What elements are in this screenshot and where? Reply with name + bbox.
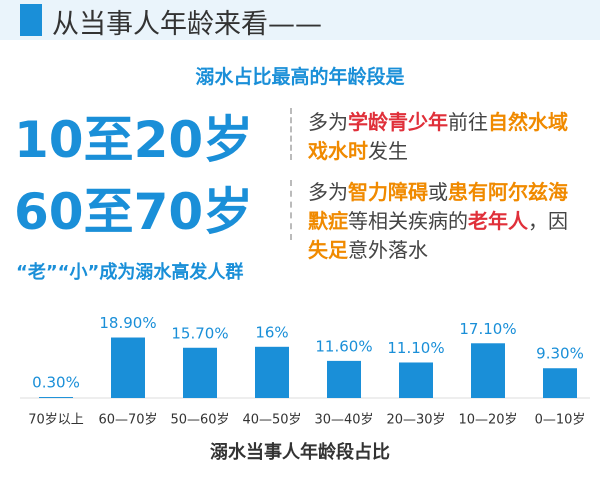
bar [543, 368, 577, 398]
bar [327, 360, 361, 398]
description-segment: 多为 [308, 180, 348, 204]
bar [39, 397, 73, 398]
x-tick-label: 10—20岁 [458, 413, 517, 428]
x-tick-label: 50—60岁 [170, 413, 229, 428]
description-segment: 失足 [308, 238, 348, 262]
bar [399, 362, 433, 398]
header-band [0, 0, 600, 40]
value-label: 9.30% [536, 345, 584, 363]
age-range: 60至70岁 [14, 183, 254, 241]
description-segment: 意外落水 [348, 238, 428, 262]
description-segment: 患有阿尔兹海默症 [308, 180, 568, 233]
value-label: 11.10% [387, 339, 444, 357]
header-marker [20, 4, 42, 36]
x-tick-label: 30—40岁 [314, 413, 373, 428]
x-tick-label: 60—70岁 [98, 413, 157, 428]
age-range: 10至20岁 [14, 111, 254, 169]
value-label: 15.70% [171, 324, 228, 342]
x-axis-title: 溺水当事人年龄段占比 [210, 441, 390, 463]
description-segment: 发生 [368, 139, 408, 163]
value-label: 17.10% [459, 320, 516, 338]
description: 多为智力障碍或患有阿尔兹海默症等相关疾病的老年人，因失足意外落水 [308, 178, 578, 265]
x-tick-label: 40—50岁 [242, 413, 301, 428]
description-segment: ，因 [528, 209, 568, 233]
description-segment: 学龄青少年 [348, 110, 448, 134]
value-label: 11.60% [315, 337, 372, 355]
description-segment: 前往 [448, 110, 488, 134]
description-segment: 多为 [308, 110, 348, 134]
bar [183, 347, 217, 398]
bar [471, 343, 505, 398]
description-segment: 自然水域戏水时 [308, 110, 568, 163]
description-segment: 老年人 [468, 209, 528, 233]
value-label: 18.90% [99, 314, 156, 332]
description-segment: 或 [428, 180, 448, 204]
value-label: 0.30% [32, 374, 80, 392]
bar [255, 346, 289, 398]
x-tick-label: 20—30岁 [386, 413, 445, 428]
description: 多为学龄青少年前往自然水域戏水时发生 [308, 108, 578, 166]
divider [290, 108, 292, 160]
divider [290, 180, 292, 240]
group-note: “老”“小”成为溺水高发人群 [16, 262, 244, 283]
x-tick-label: 70岁以上 [28, 413, 84, 428]
description-segment: 等相关疾病的 [348, 209, 468, 233]
chart: 溺水当事人年龄段占比 0.30% 70岁以上 18.90% 60—70岁 15.70% 5… [20, 314, 590, 463]
x-tick-label: 0—10岁 [535, 413, 586, 428]
bar [111, 337, 145, 398]
subtitle: 溺水占比最高的年龄段是 [195, 66, 405, 88]
header-title: 从当事人年龄来看—— [52, 9, 322, 40]
value-label: 16% [255, 323, 288, 341]
description-segment: 智力障碍 [348, 180, 428, 204]
